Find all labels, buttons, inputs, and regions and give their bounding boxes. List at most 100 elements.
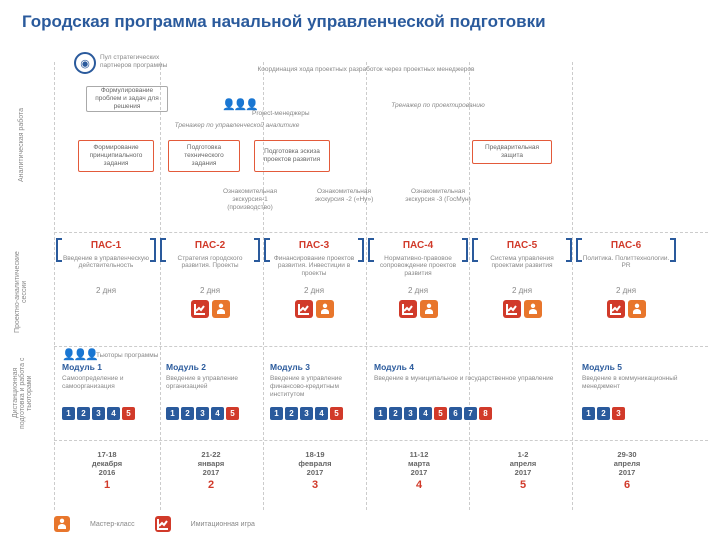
module-num: 2 xyxy=(285,407,298,420)
pas-sub: Финансирование проектов развития. Инвест… xyxy=(270,255,358,283)
exc-3: Ознакомительная экскурсия -3 (ГосМун) xyxy=(400,188,476,204)
exc-1: Ознакомительная экскурсия-1 (производств… xyxy=(212,188,288,211)
pas-sub: Стратегия городского развития. Проекты xyxy=(166,255,254,283)
legend-game-label: Имитационная игра xyxy=(191,521,255,528)
module-block-1: Модуль 1 Самоопределение и самоорганизац… xyxy=(62,362,160,420)
master-icon xyxy=(628,300,646,318)
pas-sub: Система управления проектами развития xyxy=(478,255,566,283)
date-text: 11-12марта2017 xyxy=(374,450,464,477)
module-num: 2 xyxy=(181,407,194,420)
date-text: 1-2апреля2017 xyxy=(478,450,568,477)
module-block-3: Модуль 3 Введение в управление финансово… xyxy=(270,362,368,420)
module-block-2: Модуль 2 Введение в управление организац… xyxy=(166,362,264,420)
date-num: 1 xyxy=(62,479,152,491)
date-num: 4 xyxy=(374,479,464,491)
date-text: 29-30апреля2017 xyxy=(582,450,672,477)
pas-title: ПАС-6 xyxy=(582,240,670,251)
pas-block-4: ПАС-4 Нормативно-правовое сопровождение … xyxy=(374,240,462,318)
label-sessions: Проектно-аналитические сессии xyxy=(14,248,36,336)
module-num: 7 xyxy=(464,407,477,420)
date-text: 21-22января2017 xyxy=(166,450,256,477)
pas-title: ПАС-2 xyxy=(166,240,254,251)
module-sub: Введение в управление организацией xyxy=(166,375,264,401)
game-icon xyxy=(191,300,209,318)
module-sub: Самоопределение и самоорганизация xyxy=(62,375,160,401)
module-block-5: Модуль 5 Введение в коммуникационный мен… xyxy=(582,362,680,420)
legend-master-icon xyxy=(54,516,70,532)
module-num: 5 xyxy=(330,407,343,420)
module-num: 1 xyxy=(582,407,595,420)
date-num: 3 xyxy=(270,479,360,491)
module-num: 4 xyxy=(315,407,328,420)
box-problem: Формулирование проблем и задач для решен… xyxy=(86,86,168,112)
module-num: 1 xyxy=(270,407,283,420)
module-nums: 12345 xyxy=(62,407,160,420)
module-num: 6 xyxy=(449,407,462,420)
pas-title: ПАС-5 xyxy=(478,240,566,251)
module-num: 5 xyxy=(122,407,135,420)
module-nums: 12345678 xyxy=(374,407,570,420)
module-sub: Введение в коммуникационный менеджмент xyxy=(582,375,680,401)
module-title: Модуль 3 xyxy=(270,362,368,372)
partners-label: Пул стратегических партнеров программы xyxy=(100,54,180,70)
pas-sub: Нормативно-правовое сопровождение проект… xyxy=(374,255,462,283)
date-num: 6 xyxy=(582,479,672,491)
pas-duration: 2 дня xyxy=(270,287,358,296)
date-num: 5 xyxy=(478,479,568,491)
module-num: 5 xyxy=(226,407,239,420)
exc-2: Ознакомительная экскурсия -2 («Ну») xyxy=(306,188,382,204)
design-trainer: Тренажер по проектированию xyxy=(388,102,488,110)
module-num: 2 xyxy=(389,407,402,420)
module-num: 3 xyxy=(196,407,209,420)
module-num: 4 xyxy=(211,407,224,420)
module-block-4: Модуль 4 Введение в муниципальное и госу… xyxy=(374,362,570,420)
date-block-1: 17-18декабря2016 1 xyxy=(62,450,152,491)
module-num: 4 xyxy=(107,407,120,420)
master-icon xyxy=(316,300,334,318)
pas-duration: 2 дня xyxy=(166,287,254,296)
module-nums: 12345 xyxy=(270,407,368,420)
pm-label: Project-менеджеры xyxy=(252,110,322,118)
pas-sub: Введение в управленческую действительнос… xyxy=(62,255,150,283)
pas-block-3: ПАС-3 Финансирование проектов развития. … xyxy=(270,240,358,318)
date-block-6: 29-30апреля2017 6 xyxy=(582,450,672,491)
pas-block-1: ПАС-1 Введение в управленческую действит… xyxy=(62,240,150,296)
date-block-5: 1-2апреля2017 5 xyxy=(478,450,568,491)
date-text: 18-19февраля2017 xyxy=(270,450,360,477)
box-b1: Формирование принципиального задания xyxy=(78,140,154,172)
module-num: 1 xyxy=(374,407,387,420)
game-icon xyxy=(295,300,313,318)
module-num: 8 xyxy=(479,407,492,420)
date-block-2: 21-22января2017 2 xyxy=(166,450,256,491)
master-icon xyxy=(212,300,230,318)
coordination-label: Координация хода проектных разработок че… xyxy=(236,66,496,74)
module-num: 3 xyxy=(92,407,105,420)
master-icon xyxy=(420,300,438,318)
date-num: 2 xyxy=(166,479,256,491)
game-icon xyxy=(503,300,521,318)
page-title: Городская программа начальной управленче… xyxy=(22,12,546,32)
module-num: 5 xyxy=(434,407,447,420)
pas-block-2: ПАС-2 Стратегия городского развития. Про… xyxy=(166,240,254,318)
date-text: 17-18декабря2016 xyxy=(62,450,152,477)
date-block-4: 11-12марта2017 4 xyxy=(374,450,464,491)
box-b3: Подготовка эскиза проектов развития xyxy=(254,140,330,172)
module-nums: 123 xyxy=(582,407,680,420)
pas-title: ПАС-4 xyxy=(374,240,462,251)
pas-duration: 2 дня xyxy=(62,287,150,296)
module-num: 3 xyxy=(300,407,313,420)
box-b4: Предварительная защита xyxy=(472,140,552,164)
box-b2: Подготовка технического задания xyxy=(168,140,240,172)
analytics-trainer: Тренажер по управленческой аналитике xyxy=(172,122,302,130)
legend-game-icon xyxy=(155,516,171,532)
module-sub: Введение в муниципальное и государственн… xyxy=(374,375,570,401)
partners-icon: ◉ xyxy=(74,52,96,74)
pas-duration: 2 дня xyxy=(478,287,566,296)
pas-block-6: ПАС-6 Политика. Политтехнологии. PR 2 дн… xyxy=(582,240,670,318)
module-num: 1 xyxy=(166,407,179,420)
game-icon xyxy=(607,300,625,318)
pas-sub: Политика. Политтехнологии. PR xyxy=(582,255,670,283)
module-title: Модуль 1 xyxy=(62,362,160,372)
legend-master-label: Мастер-класс xyxy=(90,521,135,528)
pas-duration: 2 дня xyxy=(374,287,462,296)
